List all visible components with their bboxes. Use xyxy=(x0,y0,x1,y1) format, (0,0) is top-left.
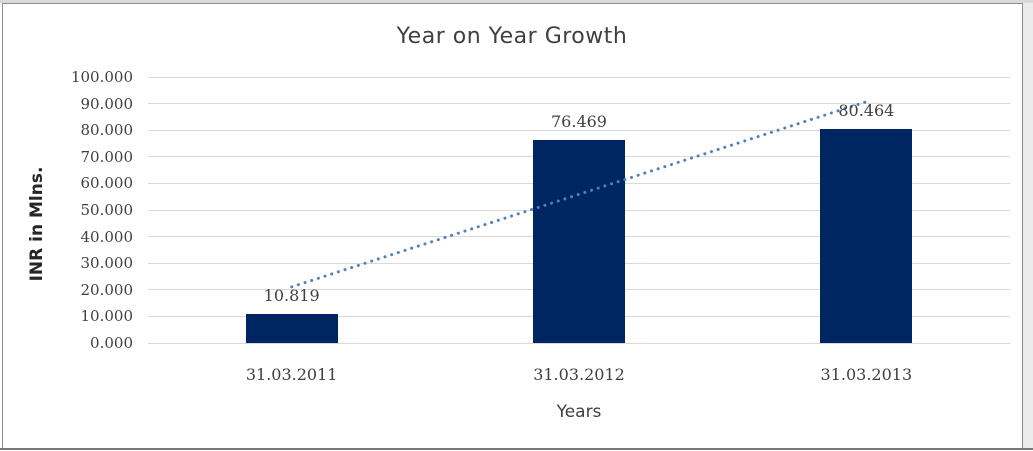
trendline-path[interactable] xyxy=(290,100,868,289)
x-category-label: 31.03.2013 xyxy=(820,365,913,384)
y-tick-label: 0.000 xyxy=(90,334,133,352)
bar-data-label: 76.469 xyxy=(551,111,607,131)
y-tick-label: 20.000 xyxy=(80,280,134,299)
x-category-label: 31.03.2011 xyxy=(245,365,338,384)
bar-data-label: 80.464 xyxy=(838,100,895,120)
gridline xyxy=(148,76,1010,78)
right-edge-strip xyxy=(1023,3,1033,448)
bar-31.03.2012[interactable] xyxy=(533,139,625,343)
bar-31.03.2011[interactable] xyxy=(245,314,338,343)
y-tick-label: 70.000 xyxy=(80,147,134,166)
bar-data-label: 10.819 xyxy=(263,286,320,306)
chart-title[interactable]: Year on Year Growth xyxy=(396,24,628,49)
y-tick-label: 50.000 xyxy=(80,201,134,219)
y-tick-label: 60.000 xyxy=(80,174,134,193)
gridline xyxy=(148,103,1010,105)
y-tick-label: 30.000 xyxy=(80,254,134,273)
y-tick-label: 40.000 xyxy=(80,227,134,246)
y-tick-label: 100.000 xyxy=(70,68,133,86)
bottom-edge-border xyxy=(0,448,1033,450)
x-category-label: 31.03.2012 xyxy=(533,365,625,384)
top-edge-strip xyxy=(0,0,1033,3)
y-tick-label: 80.000 xyxy=(80,121,134,140)
y-tick-label: 90.000 xyxy=(80,94,134,113)
gridline xyxy=(148,342,1010,344)
y-axis-title[interactable]: INR in Mlns. xyxy=(27,166,47,282)
gridline xyxy=(148,129,1010,131)
trendline[interactable] xyxy=(148,77,1010,343)
bar-31.03.2013[interactable] xyxy=(820,128,913,343)
y-tick-label: 10.000 xyxy=(80,307,134,326)
plot-area xyxy=(148,76,1010,344)
x-axis-title[interactable]: Years xyxy=(556,402,602,422)
